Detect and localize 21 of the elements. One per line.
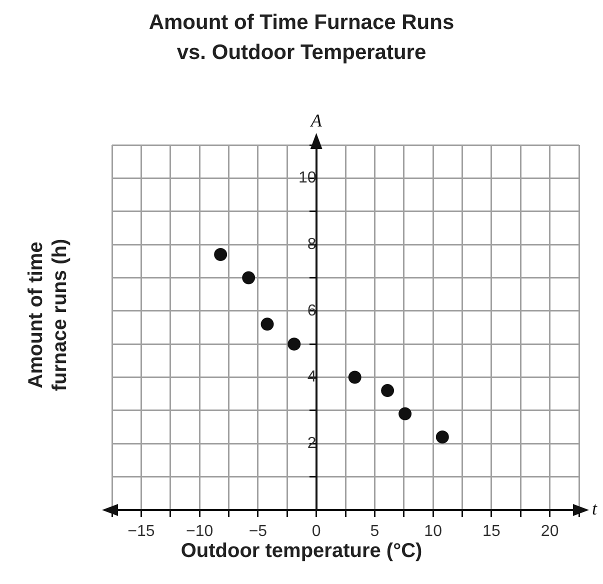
point bbox=[398, 407, 412, 420]
x-tick-label: −10 bbox=[186, 523, 214, 540]
x-tick-label: 0 bbox=[312, 523, 321, 540]
point bbox=[288, 338, 301, 351]
text: A bbox=[310, 110, 323, 131]
x-axis-title: Outdoor temperature (°C) bbox=[180, 540, 424, 563]
x-tick-label: 15 bbox=[482, 523, 500, 540]
x-tick-label: −5 bbox=[248, 523, 268, 540]
point bbox=[381, 384, 394, 398]
chart-title: Amount of Time Furnace Runs vs. Outdoor Temperature bbox=[148, 10, 456, 66]
text: t bbox=[592, 498, 598, 519]
point bbox=[260, 318, 274, 331]
point bbox=[436, 430, 449, 444]
x-tick-label: 5 bbox=[370, 523, 380, 540]
x-tick-label: 20 bbox=[540, 523, 559, 540]
point bbox=[214, 248, 228, 261]
point bbox=[348, 370, 362, 384]
x-tick-label: −15 bbox=[128, 523, 155, 540]
y-axis-title: Amount of time furnace runs (h) bbox=[24, 238, 72, 394]
x-tick-label: 10 bbox=[424, 523, 442, 540]
point bbox=[242, 271, 256, 284]
